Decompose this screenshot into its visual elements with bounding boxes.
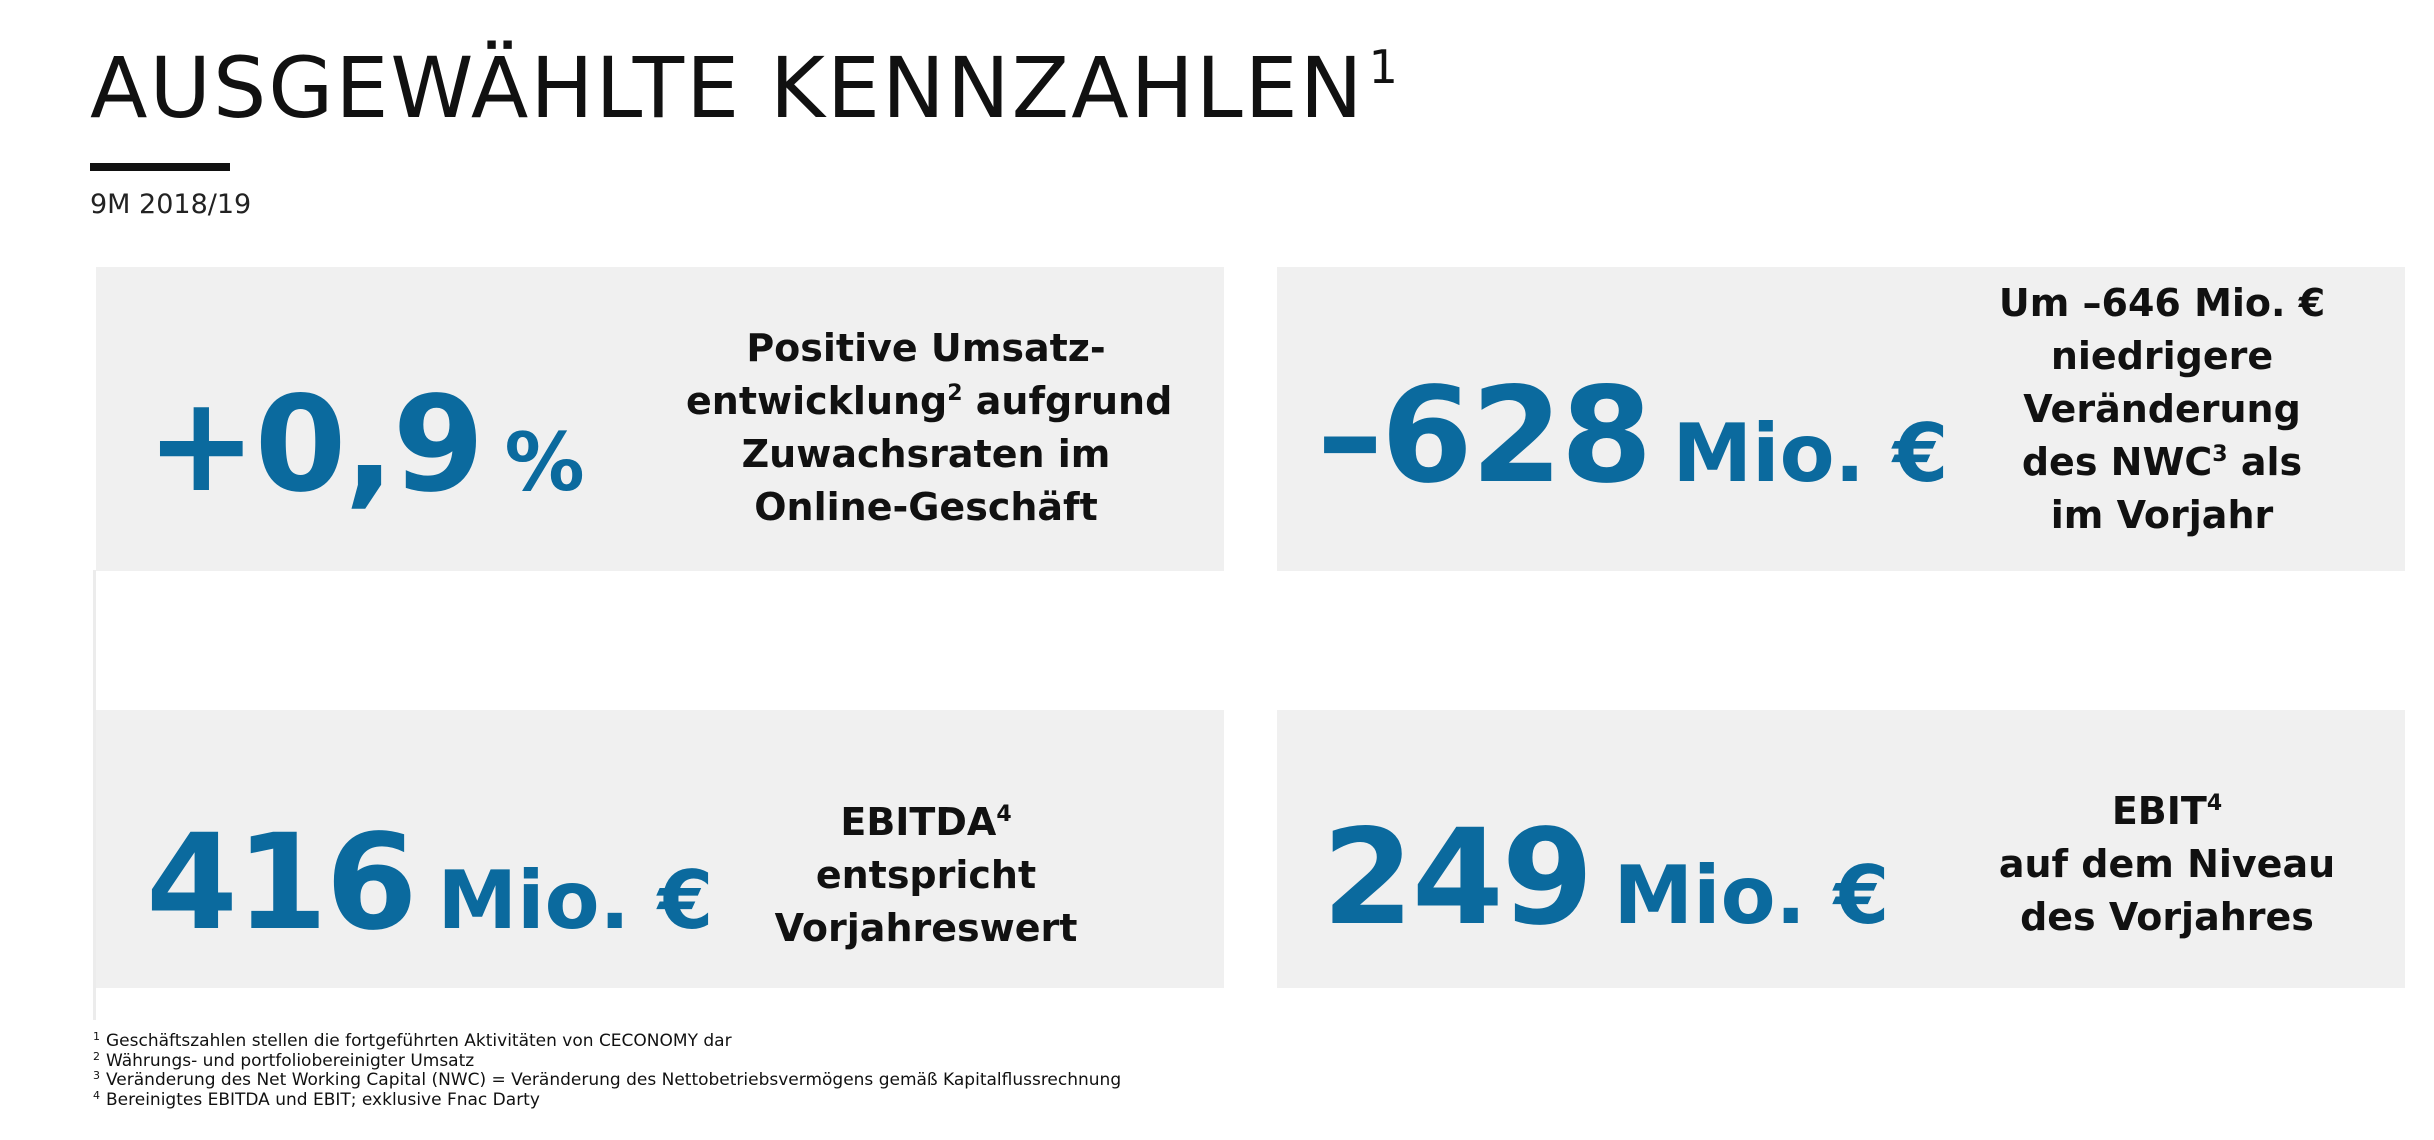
description-text: als: [2227, 440, 2303, 484]
description-text: EBIT: [2111, 789, 2207, 833]
description-line: EBITDA4: [756, 796, 1096, 849]
kpi-number: –628: [1317, 359, 1653, 513]
description-line: niedrigere: [1977, 330, 2347, 383]
kpi-unit: %: [504, 416, 585, 509]
kpi-description: EBIT4 auf dem Niveau des Vorjahres: [1977, 785, 2357, 944]
description-text: EBITDA: [840, 800, 997, 844]
kpi-card-ebit: 249 Mio. € EBIT4 auf dem Niveau des Vorja…: [1277, 710, 2405, 988]
footnote: 3 Veränderung des Net Working Capital (NW…: [93, 1069, 1122, 1091]
description-text: entspricht: [815, 853, 1037, 897]
description-line: entspricht: [756, 849, 1096, 902]
title-underline: [90, 163, 230, 171]
footnote-mark: 4: [93, 1088, 100, 1102]
footnote-mark: 3: [93, 1069, 100, 1082]
description-text: Vorjahreswert: [774, 906, 1078, 950]
description-text: niedrigere: [2050, 334, 2274, 378]
description-text: des NWC: [2021, 440, 2213, 484]
description-text: Zuwachsraten im: [741, 432, 1111, 476]
kpi-card-revenue-growth: +0,9% Positive Umsatz- entwicklung2 aufg…: [96, 267, 1224, 571]
kpi-unit: Mio. €: [437, 854, 714, 947]
description-text: Online-Geschäft: [754, 485, 1098, 529]
kpi-unit: Mio. €: [1672, 407, 1949, 500]
kpi-card-ebitda: 416 Mio. € EBITDA4 entspricht Vorjahreswe…: [96, 710, 1224, 988]
page-title-text: AUSGEWÄHLTE KENNZAHLEN: [90, 39, 1365, 137]
kpi-description: Positive Umsatz- entwicklung2 aufgrund Z…: [686, 322, 1172, 534]
description-line: Online-Geschäft: [686, 481, 1166, 534]
description-line: im Vorjahr: [1977, 489, 2347, 542]
footnote: 4 Bereinigtes EBITDA und EBIT; exklusive …: [93, 1088, 1121, 1111]
description-line: Um –646 Mio. €: [1977, 277, 2347, 330]
footnote-ref: 2: [947, 381, 963, 406]
kpi-card-nwc: –628 Mio. € Um –646 Mio. € niedrigere Ver…: [1277, 267, 2405, 571]
description-line: entwicklung2 aufgrund: [686, 375, 1172, 428]
description-text: Veränderung: [2023, 387, 2301, 431]
footnote-text: Geschäftszahlen stellen die fortgeführte…: [106, 1031, 732, 1051]
period-label: 9M 2018/19: [90, 189, 252, 220]
kpi-number: 416: [146, 806, 418, 960]
kpi-description: Um –646 Mio. € niedrigere Veränderung de…: [1977, 277, 2347, 542]
description-line: Positive Umsatz-: [686, 322, 1166, 375]
footnote-mark: 2: [93, 1049, 100, 1063]
description-line: Zuwachsraten im: [686, 428, 1166, 481]
description-text: aufgrund: [962, 379, 1173, 423]
kpi-description: EBITDA4 entspricht Vorjahreswert: [756, 796, 1096, 955]
footnote-text: Währungs- und portfoliobereinigter Umsat…: [106, 1050, 475, 1071]
description-line: Vorjahreswert: [756, 902, 1096, 955]
footnote-ref: 1: [1368, 40, 1400, 94]
footnote-text: Veränderung des Net Working Capital (NWC…: [106, 1070, 1122, 1090]
description-line: des NWC3 als: [1977, 436, 2347, 489]
kpi-value: –628 Mio. €: [1317, 370, 1948, 502]
left-divider-line: [93, 570, 96, 1020]
description-text: entwicklung: [686, 379, 948, 423]
kpi-number: +0,9: [146, 368, 484, 522]
footnote-ref: 3: [2212, 442, 2228, 467]
description-text: auf dem Niveau: [1998, 842, 2336, 886]
description-text: im Vorjahr: [2050, 493, 2274, 537]
description-line: Veränderung: [1977, 383, 2347, 436]
footnote-text: Bereinigtes EBITDA und EBIT; exklusive F…: [106, 1089, 540, 1110]
footnote: 1 Geschäftszahlen stellen die fortgeführt…: [93, 1030, 1121, 1052]
footnote-ref: 4: [996, 802, 1012, 827]
description-text: Positive Umsatz-: [746, 326, 1106, 370]
footnote: 2 Währungs- und portfoliobereinigter Umsa…: [93, 1049, 1121, 1072]
footnote-ref: 4: [2206, 791, 2223, 816]
kpi-value: 249 Mio. €: [1322, 812, 1889, 944]
description-line: auf dem Niveau: [1977, 838, 2357, 891]
page-title: AUSGEWÄHLTE KENNZAHLEN1: [90, 38, 1400, 138]
description-text: des Vorjahres: [2020, 895, 2314, 939]
footnote-mark: 1: [93, 1030, 100, 1043]
kpi-value: +0,9%: [146, 379, 585, 511]
description-line: EBIT4: [1977, 785, 2357, 838]
description-line: des Vorjahres: [1977, 891, 2357, 944]
kpi-number: 249: [1322, 801, 1594, 955]
kpi-value: 416 Mio. €: [146, 817, 713, 949]
footnotes: 1 Geschäftszahlen stellen die fortgeführt…: [93, 1030, 1122, 1111]
kpi-unit: Mio. €: [1613, 849, 1890, 942]
description-text: Um –646 Mio. €: [1998, 281, 2326, 325]
